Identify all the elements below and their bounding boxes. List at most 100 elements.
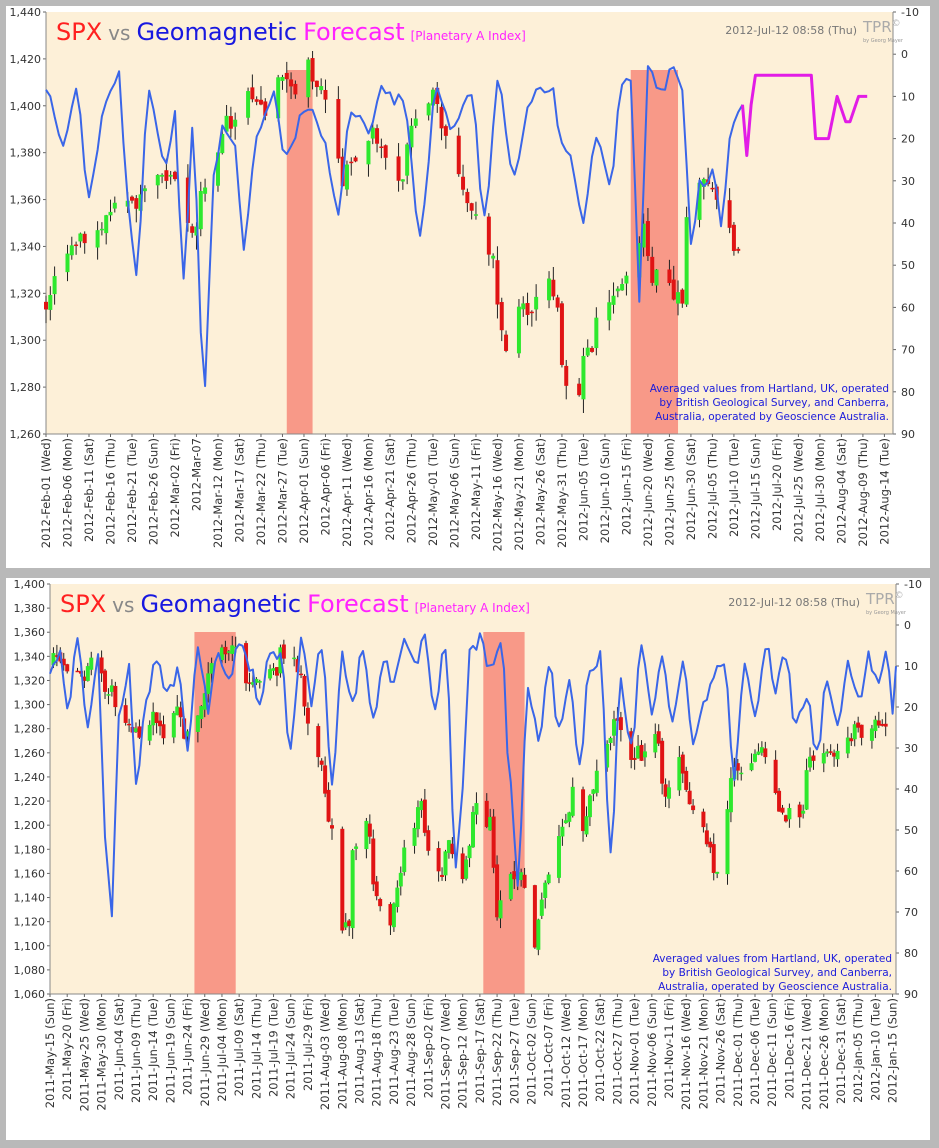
candle-body xyxy=(555,297,560,308)
candle-body xyxy=(584,816,589,835)
x-axis-tick-label: 2012-Mar-02 (Fri) xyxy=(168,438,182,538)
right-axis-tick-label: 50 xyxy=(904,824,918,837)
x-axis-tick-label: 2012-May-01 (Tue) xyxy=(426,438,440,546)
x-axis-tick-label: 2012-Mar-22 (Thu) xyxy=(254,438,268,545)
candle-body xyxy=(195,715,200,732)
chart-title: SPX vs Geomagnetic Forecast [Planetary A Ind… xyxy=(60,590,530,618)
candle-body xyxy=(883,723,888,727)
x-axis-tick-label: 2012-Apr-21 (Sat) xyxy=(383,438,397,541)
right-axis-tick-label: -10 xyxy=(904,578,922,591)
logo-sub: by Georg Mayer xyxy=(863,38,904,44)
x-axis-tick-label: 2012-Jul-05 (Thu) xyxy=(705,438,719,539)
candle-body xyxy=(663,784,668,797)
candle-body xyxy=(106,694,111,696)
x-axis-tick-label: 2011-Jul-19 (Tue) xyxy=(267,998,281,1097)
candle-body xyxy=(375,128,380,144)
candle-body xyxy=(440,874,445,877)
x-axis-tick-label: 2012-Aug-04 (Sat) xyxy=(834,438,848,544)
candle-body xyxy=(75,670,80,673)
candle-body xyxy=(660,740,665,784)
right-axis-tick-label: 60 xyxy=(901,301,915,314)
candle-body xyxy=(340,828,345,931)
candle-body xyxy=(577,383,582,396)
candle-body xyxy=(594,317,599,349)
x-axis-tick-label: 2011-Oct-22 (Sat) xyxy=(593,998,607,1102)
right-axis-tick-label: 70 xyxy=(901,344,915,357)
candle-body xyxy=(701,811,706,828)
candle-body xyxy=(367,823,372,837)
candle-body xyxy=(198,190,203,230)
x-axis-tick-label: 2011-Jul-24 (Sun) xyxy=(284,998,298,1099)
x-axis-tick-label: 2012-Jan-10 (Tue) xyxy=(868,998,882,1101)
x-axis-tick-label: 2011-Dec-21 (Wed) xyxy=(800,998,814,1110)
candle-body xyxy=(677,757,682,791)
x-axis-tick-label: 2012-Jul-15 (Sun) xyxy=(748,438,762,539)
candle-body xyxy=(534,296,539,310)
candle-body xyxy=(435,87,440,105)
candle-body xyxy=(82,676,87,681)
candle-body xyxy=(777,790,782,812)
candle-body xyxy=(412,827,417,846)
candle-body xyxy=(95,230,100,248)
left-axis-tick-label: 1,320 xyxy=(14,674,46,687)
candle-body xyxy=(474,803,479,815)
right-axis-tick-label: 70 xyxy=(904,906,918,919)
candle-body xyxy=(306,59,311,98)
candle-body xyxy=(641,223,646,248)
candle-body xyxy=(701,178,706,187)
x-axis-tick-label: 2011-Sep-02 (Fri) xyxy=(421,998,435,1098)
candle-body xyxy=(880,723,885,726)
candle-body xyxy=(194,226,199,236)
candle-body xyxy=(422,799,427,833)
left-axis-tick-label: 1,360 xyxy=(14,626,46,639)
candle-body xyxy=(684,217,689,305)
candle-body xyxy=(395,887,400,908)
candle-body xyxy=(849,738,854,742)
x-axis-tick-label: 2012-Feb-16 (Thu) xyxy=(103,438,117,545)
candle-body xyxy=(224,115,229,132)
candle-body xyxy=(215,152,220,186)
x-axis-tick-label: 2012-May-11 (Fri) xyxy=(469,438,483,540)
x-axis-tick-label: 2012-Mar-27 (Tue) xyxy=(275,438,289,543)
title-spx-letter: P xyxy=(71,18,85,46)
candle-body xyxy=(383,145,388,158)
candle-body xyxy=(825,751,830,754)
left-axis-tick-label: 1,160 xyxy=(14,867,46,880)
candle-body xyxy=(536,919,541,950)
candle-body xyxy=(137,726,142,738)
candle-body xyxy=(268,669,273,679)
candle-body xyxy=(783,815,788,822)
x-axis-tick-label: 2011-Oct-17 (Mon) xyxy=(576,998,590,1107)
candle-body xyxy=(556,836,561,878)
candle-body xyxy=(284,72,289,80)
candle-body xyxy=(808,756,813,768)
candle-body xyxy=(612,719,616,736)
logo-text: TPR xyxy=(862,18,892,36)
x-axis-tick-label: 2011-Jun-04 (Sat) xyxy=(112,998,126,1100)
candle-body xyxy=(209,663,214,674)
candle-body xyxy=(172,171,177,180)
candle-body xyxy=(680,754,685,774)
right-axis-tick-label: 30 xyxy=(904,742,918,755)
candle-body xyxy=(430,89,435,106)
title-forecast: Forecast xyxy=(307,590,409,618)
candle-body xyxy=(127,723,132,726)
candle-body xyxy=(316,726,321,758)
candle-body xyxy=(160,174,165,177)
x-axis-tick-label: 2011-Aug-28 (Sun) xyxy=(404,998,418,1107)
candle-body xyxy=(821,753,826,764)
candle-body xyxy=(856,722,861,728)
timestamp: 2012-Jul-12 08:58 (Thu) xyxy=(725,24,857,37)
candle-body xyxy=(801,810,806,814)
candle-body xyxy=(185,731,190,737)
candle-body xyxy=(486,216,491,255)
candle-body xyxy=(676,292,681,304)
candle-body xyxy=(876,720,881,726)
note-line: by British Geological Survey, and Canber… xyxy=(662,967,892,979)
candle-body xyxy=(471,811,475,848)
candle-body xyxy=(398,872,403,887)
candle-body xyxy=(590,347,595,352)
candle-body xyxy=(413,118,418,126)
candle-body xyxy=(103,670,108,692)
candle-body xyxy=(164,170,169,181)
